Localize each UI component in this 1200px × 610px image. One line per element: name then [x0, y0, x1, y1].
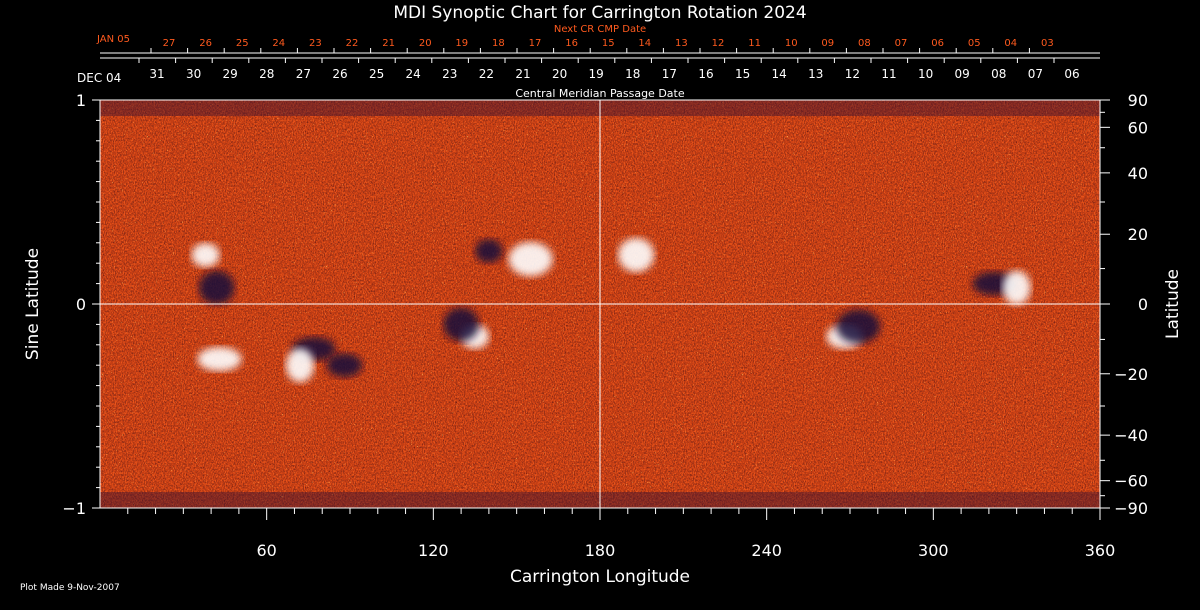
- next-cr-date: 20: [419, 38, 432, 49]
- y-right-tick-label: 60: [1128, 118, 1148, 137]
- y-axis-left-label: Sine Latitude: [23, 248, 43, 360]
- top-axis-date: 16: [698, 67, 713, 81]
- x-axis: 60 120 180 240 300 360: [127, 508, 1116, 560]
- top-axis-date: 19: [589, 67, 604, 81]
- positive-field-region: [197, 347, 242, 372]
- next-cr-date: 03: [1041, 38, 1054, 49]
- next-cr-date: 10: [785, 38, 798, 49]
- next-cr-date: 13: [675, 38, 688, 49]
- top-axis-date: 20: [552, 67, 567, 81]
- y-right-tick-label: −40: [1114, 426, 1148, 445]
- negative-field-region: [836, 309, 881, 344]
- chart-title: MDI Synoptic Chart for Carrington Rotati…: [393, 3, 806, 23]
- negative-field-region: [326, 353, 363, 378]
- next-cr-date: 24: [272, 38, 285, 49]
- y-left-tick-label: −1: [62, 499, 86, 518]
- top-axis-title: Central Meridian Passage Date: [515, 87, 684, 100]
- positive-field-region: [508, 242, 553, 277]
- next-cr-date: 12: [712, 38, 725, 49]
- next-cr-date: 23: [309, 38, 322, 49]
- x-tick-label: 300: [918, 541, 949, 560]
- next-cr-date: 06: [931, 38, 944, 49]
- plot-made-label: Plot Made 9-Nov-2007: [20, 583, 120, 593]
- next-cr-date: 21: [382, 38, 395, 49]
- next-cr-date: 15: [602, 38, 615, 49]
- next-cr-date: 14: [638, 38, 651, 49]
- positive-field-region: [191, 243, 220, 268]
- next-cr-date: 27: [163, 38, 176, 49]
- top-axis-date: 31: [149, 67, 164, 81]
- positive-field-region: [286, 348, 314, 383]
- x-tick-label: 240: [751, 541, 782, 560]
- top-axis-date: 11: [881, 67, 896, 81]
- next-cr-date: 04: [1004, 38, 1017, 49]
- y-right-tick-label: 0: [1138, 295, 1148, 314]
- top-axis-date: 10: [918, 67, 933, 81]
- top-axis-date: 29: [223, 67, 238, 81]
- y-right-tick-label: 20: [1128, 225, 1148, 244]
- top-axis-start-label: DEC 04: [77, 71, 121, 85]
- top-axis-date: 14: [772, 67, 787, 81]
- top-axis-date: 13: [808, 67, 823, 81]
- top-axis-date: 25: [369, 67, 384, 81]
- y-right-tick-label: −60: [1114, 472, 1148, 491]
- positive-field-region: [1002, 270, 1031, 305]
- top-axis-date: 23: [442, 67, 457, 81]
- x-tick-label: 120: [418, 541, 449, 560]
- top-axis-date: 27: [296, 67, 311, 81]
- top-axis-date: 30: [186, 67, 201, 81]
- top-axis-date: 26: [332, 67, 347, 81]
- top-axis-date: 24: [406, 67, 421, 81]
- next-cr-start-label: JAN 05: [96, 34, 130, 45]
- x-tick-label: 180: [585, 541, 616, 560]
- y-axis-left: 1 0 −1: [62, 91, 100, 518]
- y-right-tick-label: −90: [1114, 499, 1148, 518]
- top-axis-date: 08: [991, 67, 1006, 81]
- top-axis-date: 28: [259, 67, 274, 81]
- top-axis-date: 21: [515, 67, 530, 81]
- top-axis-date: 09: [955, 67, 970, 81]
- top-axis-date: 07: [1028, 67, 1043, 81]
- plot-area: [100, 100, 1100, 508]
- next-cr-date: 07: [895, 38, 908, 49]
- top-date-axes: Next CR CMP Date JAN 05 DEC 04 Central M…: [77, 24, 1100, 100]
- top-axis-date: 18: [625, 67, 640, 81]
- x-axis-label: Carrington Longitude: [510, 567, 690, 587]
- y-axis-right: 90 60 40 20 0 −20 −40 −60 −90: [1100, 91, 1148, 518]
- x-tick-label: 360: [1085, 541, 1116, 560]
- top-axis-date: 15: [735, 67, 750, 81]
- top-axis-date: 12: [845, 67, 860, 81]
- next-cr-date: 26: [199, 38, 212, 49]
- magnetic-features: [191, 238, 1031, 383]
- next-cr-date: 19: [455, 38, 468, 49]
- y-axis-right-label: Latitude: [1163, 269, 1183, 339]
- next-cr-date: 09: [821, 38, 834, 49]
- y-right-tick-label: 90: [1128, 91, 1148, 110]
- next-cr-date: 25: [236, 38, 249, 49]
- next-cr-date: 18: [492, 38, 505, 49]
- x-tick-label: 60: [256, 541, 276, 560]
- next-cr-date: 11: [748, 38, 761, 49]
- y-right-tick-label: −20: [1114, 365, 1148, 384]
- next-cr-date: 08: [858, 38, 871, 49]
- next-cr-date: 22: [346, 38, 359, 49]
- top-axis-date: 22: [479, 67, 494, 81]
- positive-field-region: [618, 238, 655, 273]
- y-left-tick-label: 0: [76, 295, 86, 314]
- negative-field-region: [443, 307, 480, 342]
- next-cr-date: 05: [968, 38, 981, 49]
- negative-field-region: [474, 238, 503, 263]
- top-axis-date: 06: [1064, 67, 1079, 81]
- negative-field-region: [198, 270, 235, 305]
- y-right-tick-label: 40: [1128, 164, 1148, 183]
- next-cr-date: 17: [529, 38, 542, 49]
- next-cr-title: Next CR CMP Date: [554, 24, 646, 35]
- y-left-tick-label: 1: [76, 91, 86, 110]
- top-axis-date: 17: [662, 67, 677, 81]
- next-cr-date: 16: [565, 38, 578, 49]
